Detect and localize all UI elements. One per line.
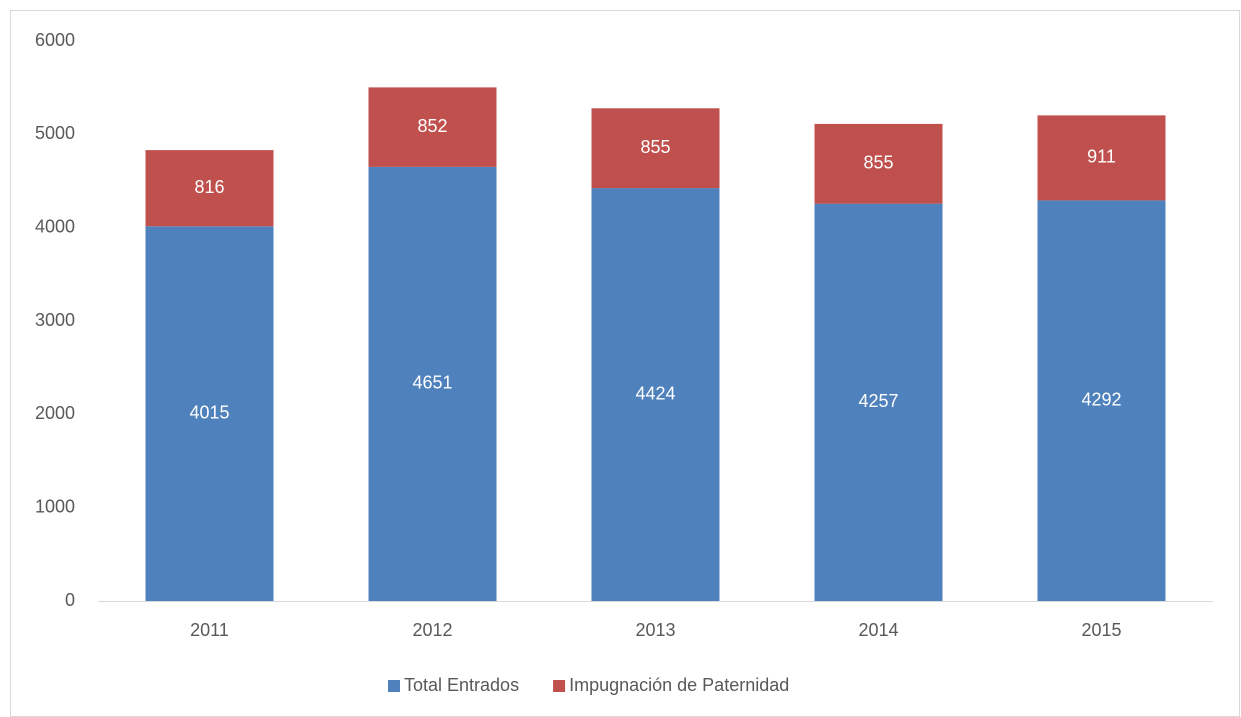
- x-tick-label: 2015: [1081, 620, 1121, 640]
- y-tick-label: 3000: [35, 310, 75, 330]
- bar: [145, 226, 274, 601]
- y-tick-label: 0: [65, 590, 75, 610]
- bar: [814, 123, 943, 204]
- y-tick-label: 1000: [35, 496, 75, 516]
- legend-label: Impugnación de Paternidad: [569, 675, 789, 695]
- y-tick-label: 5000: [35, 123, 75, 143]
- bar: [814, 203, 943, 601]
- bar: [368, 87, 497, 167]
- bar: [145, 150, 274, 227]
- bar: [1037, 200, 1166, 601]
- data-label: 911: [1087, 147, 1116, 167]
- data-label: 4651: [412, 373, 452, 393]
- data-label: 4257: [858, 391, 898, 411]
- data-label: 855: [640, 137, 670, 157]
- legend-label: Total Entrados: [404, 675, 519, 695]
- bar: [368, 166, 497, 601]
- bar: [591, 108, 720, 189]
- x-tick-label: 2011: [190, 620, 229, 640]
- data-label: 4015: [189, 402, 229, 422]
- y-tick-label: 6000: [35, 30, 75, 50]
- data-label: 852: [417, 116, 447, 136]
- data-label: 4292: [1081, 389, 1121, 409]
- legend-swatch: [388, 680, 400, 692]
- data-label: 4424: [635, 383, 675, 403]
- data-label: 816: [194, 177, 224, 197]
- legend-swatch: [553, 680, 566, 692]
- x-tick-label: 2014: [858, 620, 898, 640]
- y-tick-label: 2000: [35, 403, 75, 423]
- bar: [591, 188, 720, 602]
- x-tick-label: 2012: [412, 620, 452, 640]
- y-tick-label: 4000: [35, 216, 75, 236]
- x-tick-label: 2013: [635, 620, 675, 640]
- bar: [1037, 115, 1166, 201]
- data-label: 855: [863, 153, 893, 173]
